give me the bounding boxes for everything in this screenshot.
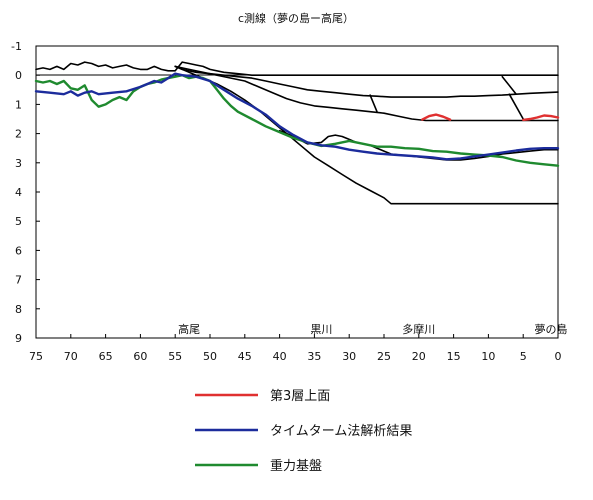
x-axis: 75 70 65 60 55 50 45 40 35 30 25 20 15 10 5 0 — [29, 334, 562, 363]
y-tick-label: 5 — [15, 215, 22, 228]
x-tick-label: 45 — [238, 350, 252, 363]
series-line-0 — [421, 113, 452, 121]
place-labels: 高尾 黒川 多摩川 夢の島 — [178, 322, 567, 336]
y-tick-label: 1 — [15, 98, 22, 111]
y-tick-label: 3 — [15, 157, 22, 170]
reference-line — [174, 65, 559, 205]
x-tick-label: 25 — [377, 350, 391, 363]
reference-line — [35, 61, 559, 76]
x-tick-label: 65 — [99, 350, 113, 363]
x-tick-label: 30 — [342, 350, 356, 363]
plot-area-frame — [35, 45, 559, 339]
reference-line — [508, 93, 524, 120]
series-line-2 — [34, 74, 560, 167]
y-tick-label: 9 — [15, 332, 22, 345]
y-tick-label: 6 — [15, 244, 22, 257]
y-tick-label: 7 — [15, 274, 22, 287]
reference-line — [278, 129, 559, 161]
x-tick-label: 10 — [481, 350, 495, 363]
x-tick-label: 40 — [273, 350, 287, 363]
series-line-1 — [34, 72, 560, 161]
x-tick-label: 5 — [520, 350, 527, 363]
x-tick-label: 0 — [555, 350, 562, 363]
legend-label: タイムターム法解析結果 — [270, 424, 412, 439]
place-label: 高尾 — [178, 322, 200, 336]
x-tick-label: 70 — [64, 350, 78, 363]
reference-line — [501, 75, 517, 95]
place-label: 黒川 — [310, 323, 332, 336]
y-tick-label: -1 — [11, 40, 22, 53]
series-line-0 — [522, 114, 560, 122]
x-tick-label: 15 — [447, 350, 461, 363]
reference-line — [369, 94, 378, 113]
y-tick-label: 0 — [15, 69, 22, 82]
y-axis: -1 0 1 2 3 4 5 6 7 8 9 — [11, 40, 40, 345]
chart-title: c測線（夢の島ー高尾） — [238, 11, 354, 25]
place-label: 多摩川 — [402, 322, 435, 336]
x-tick-label: 60 — [133, 350, 147, 363]
y-tick-label: 4 — [15, 186, 22, 199]
y-tick-label: 8 — [15, 303, 22, 316]
y-tick-label: 2 — [15, 128, 22, 141]
legend-label: 重力基盤 — [270, 458, 322, 474]
reference-line — [174, 65, 559, 98]
x-tick-label: 20 — [412, 350, 426, 363]
x-tick-label: 75 — [29, 350, 43, 363]
place-label: 夢の島 — [535, 322, 568, 336]
x-tick-label: 50 — [203, 350, 217, 363]
reference-line — [174, 65, 559, 122]
x-tick-label: 35 — [307, 350, 321, 363]
series-layer — [34, 61, 560, 205]
x-tick-label: 55 — [168, 350, 182, 363]
legend-label: 第3層上面 — [270, 389, 330, 404]
